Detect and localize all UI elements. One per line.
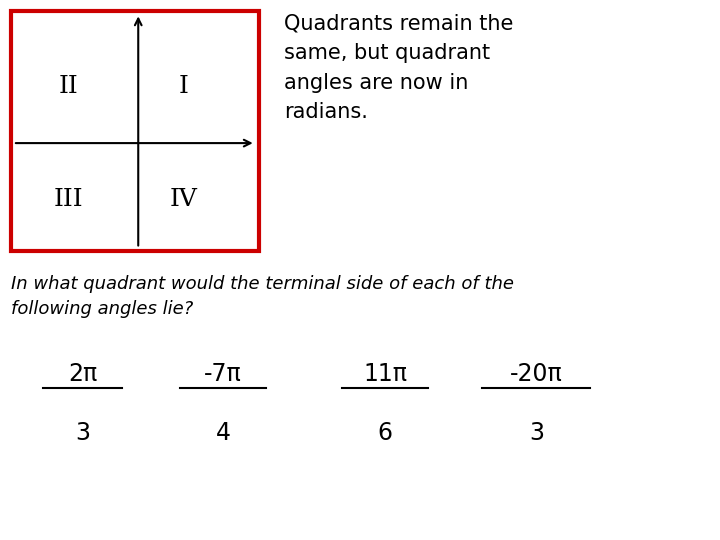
Text: -7π: -7π <box>204 362 242 386</box>
Bar <box>11 11 259 251</box>
Text: 6: 6 <box>378 422 392 446</box>
Text: 11π: 11π <box>363 362 408 386</box>
Text: In what quadrant would the terminal side of each of the
following angles lie?: In what quadrant would the terminal side… <box>11 275 514 319</box>
Text: 2π: 2π <box>68 362 97 386</box>
Text: 3: 3 <box>529 422 544 446</box>
Text: III: III <box>53 188 84 211</box>
Text: II: II <box>58 75 78 98</box>
Text: Quadrants remain the
same, but quadrant
angles are now in
radians.: Quadrants remain the same, but quadrant … <box>284 14 514 122</box>
Text: -20π: -20π <box>510 362 563 386</box>
Text: 4: 4 <box>216 422 230 446</box>
Text: 3: 3 <box>76 422 90 446</box>
Text: IV: IV <box>170 188 197 211</box>
Text: I: I <box>179 75 189 98</box>
